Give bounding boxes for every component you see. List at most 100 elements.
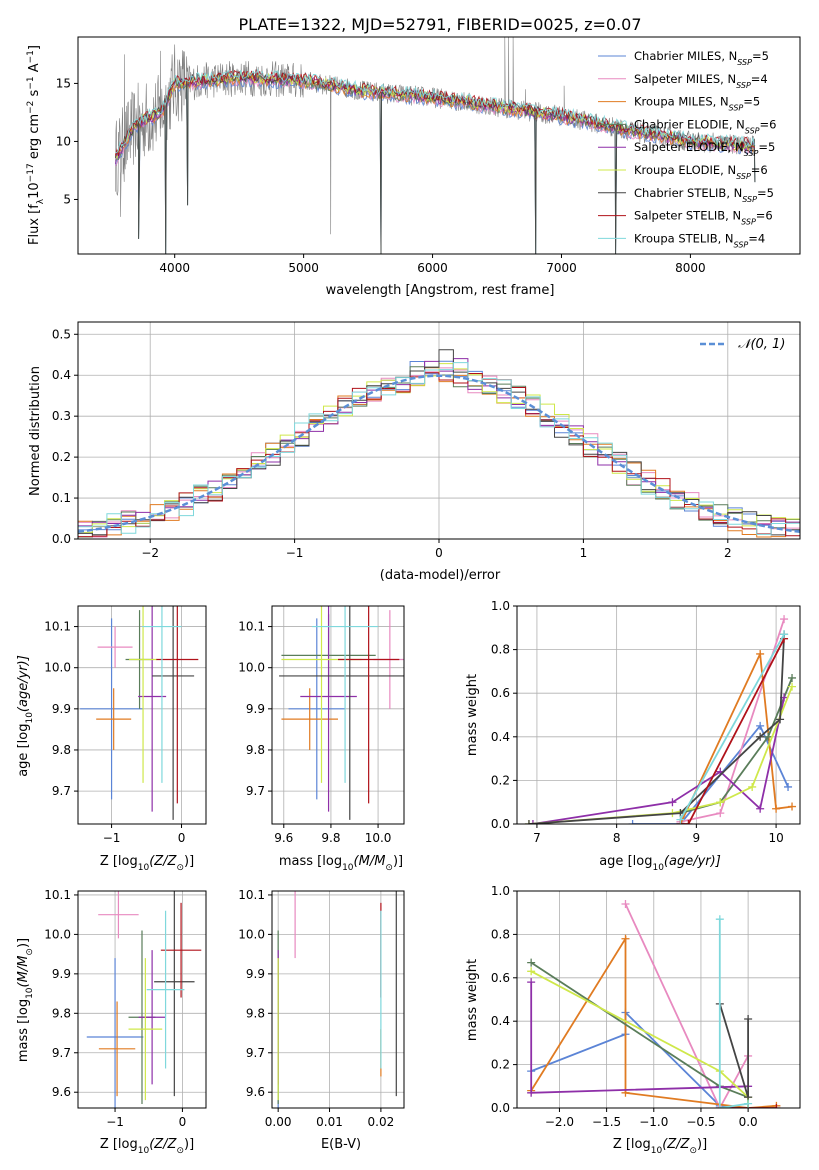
age-metallicity-xlabel: Z [log10(Z/Z⊙)] — [100, 854, 194, 873]
y-tick-label: 0.3 — [52, 409, 71, 423]
plot-area — [80, 606, 199, 820]
mass-weight-marker — [748, 782, 757, 791]
weight-metallicity-xlabel: Z [log10(Z/Z⊙)] — [613, 1137, 707, 1156]
mass-weight-marker — [744, 1099, 753, 1108]
plot-area — [277, 891, 397, 1108]
mass-weight-line — [624, 903, 749, 1108]
y-tick-label: 0.8 — [491, 643, 510, 657]
axes-frame — [271, 890, 405, 1109]
mass-weight-marker — [756, 649, 765, 658]
legend-label: Kroupa STELIB, NSSP=4 — [634, 231, 765, 249]
axes-frame — [271, 605, 405, 825]
panel-age-vs-metallicity: −1 0 9.7 9.8 9.9 10.0 10.1 age [log10(age/yr)]… — [16, 605, 207, 873]
plot-area — [86, 891, 202, 1108]
x-tick-label: −1 — [286, 546, 304, 560]
y-tick-label: 10.1 — [44, 888, 71, 902]
panel-mass-vs-ebv: 0.00 0.01 0.02 9.6 9.7 9.8 9.9 10.0 10.1 E(B-V) — [238, 888, 405, 1152]
x-tick-label: 9.8 — [321, 831, 340, 845]
y-tick-label: 9.6 — [52, 1085, 71, 1099]
residuals-legend: 𝒩(0, 1) — [700, 337, 785, 352]
x-tick-label: 7 — [533, 831, 541, 845]
y-tick-label: 0.0 — [491, 817, 510, 831]
x-tick-label: 5000 — [288, 261, 319, 275]
y-tick-label: 9.7 — [52, 1046, 71, 1060]
x-tick-label: 4000 — [159, 261, 190, 275]
age-mass-xlabel: mass [log10(M/M⊙)] — [279, 854, 403, 873]
mass-weight-marker — [524, 820, 533, 824]
y-tick-label: 1.0 — [491, 884, 510, 898]
x-tick-label: 0.00 — [265, 1115, 292, 1129]
axes-frame — [516, 890, 801, 1109]
axes-frame — [77, 605, 207, 825]
x-tick-label: 8 — [613, 831, 621, 845]
mass-weight-marker — [788, 802, 797, 811]
x-tick-label: 0 — [178, 831, 186, 845]
y-tick-label: 9.7 — [246, 1046, 265, 1060]
mass-metallicity-xlabel: Z [log10(Z/Z⊙)] — [100, 1137, 194, 1156]
y-tick-label: 0.0 — [491, 1101, 510, 1115]
panel-mass-vs-metallicity: −1 0 9.6 9.7 9.8 9.9 10.0 10.1 mass [log10(M/M⊙… — [16, 888, 207, 1156]
y-tick-label: 0.4 — [52, 368, 71, 382]
mass-weight-marker — [628, 820, 637, 824]
mass-weight-marker — [527, 1088, 536, 1097]
residual-histogram — [78, 362, 800, 535]
y-tick-label: 9.9 — [246, 967, 265, 981]
y-tick-label: 0.2 — [491, 773, 510, 787]
mass-weight-marker — [756, 721, 765, 730]
y-tick-label: 10.1 — [238, 888, 265, 902]
x-tick-label: −1.5 — [592, 1115, 621, 1129]
legend-label: Kroupa ELODIE, NSSP=6 — [634, 163, 768, 181]
x-tick-label: 0 — [179, 1115, 187, 1129]
mass-weight-marker — [788, 682, 797, 691]
spectrum-model-line — [115, 68, 755, 153]
mass-weight-marker — [621, 934, 630, 943]
y-tick-label: 10.0 — [238, 927, 265, 941]
mass-weight-marker — [772, 804, 781, 813]
mass-weight-line — [679, 633, 785, 821]
mass-weight-marker — [756, 732, 765, 741]
residual-histogram — [78, 349, 800, 536]
weight-age-xlabel: age [log10(age/yr)] — [599, 854, 721, 873]
mass-weight-marker — [527, 978, 536, 987]
y-tick-label: 0.5 — [52, 327, 71, 341]
y-tick-label: 9.8 — [52, 1006, 71, 1020]
legend-label: Salpeter STELIB, NSSP=6 — [634, 209, 773, 227]
y-tick-label: 0.6 — [491, 971, 510, 985]
x-tick-label: 10 — [768, 831, 783, 845]
legend-label: Salpeter MILES, NSSP=4 — [634, 72, 768, 90]
mass-weight-line — [679, 650, 793, 824]
x-tick-label: 0.02 — [368, 1115, 395, 1129]
x-tick-label: −2 — [141, 546, 159, 560]
y-tick-label: 9.7 — [52, 784, 71, 798]
x-tick-label: −2.0 — [545, 1115, 574, 1129]
x-tick-label: −1.0 — [639, 1115, 668, 1129]
x-tick-label: 1 — [580, 546, 588, 560]
x-tick-label: 0.0 — [739, 1115, 758, 1129]
age-metallicity-ylabel: age [log10(age/yr)] — [16, 655, 35, 777]
spectrum-ylabel: Flux [fλ10−17 erg cm−2 s−1 A−1] — [26, 45, 46, 245]
mass-weight-line — [532, 697, 785, 824]
y-tick-label: 0.4 — [491, 1014, 510, 1028]
mass-weight-marker — [621, 900, 630, 909]
mass-weight-marker — [528, 820, 537, 824]
y-tick-label: 10.0 — [44, 927, 71, 941]
mass-weight-marker — [772, 1104, 781, 1108]
y-tick-label: 1.0 — [491, 599, 510, 613]
mass-metallicity-ylabel: mass [log10(M/M⊙)] — [16, 938, 35, 1062]
mass-weight-marker — [715, 915, 724, 924]
mass-weight-marker — [744, 1015, 753, 1024]
mass-weight-marker — [676, 815, 685, 824]
x-tick-label: 7000 — [546, 261, 577, 275]
mass-weight-marker — [788, 673, 797, 682]
y-tick-label: 0.0 — [52, 532, 71, 546]
mass-ebv-xlabel: E(B-V) — [321, 1137, 361, 1152]
x-tick-label: 9 — [693, 831, 701, 845]
mass-weight-marker — [527, 967, 536, 976]
x-tick-label: −1 — [103, 831, 121, 845]
mass-weight-marker — [716, 798, 725, 807]
legend-label: Chabrier STELIB, NSSP=5 — [634, 186, 774, 204]
mass-weight-marker — [764, 732, 773, 741]
y-tick-label: 9.9 — [246, 702, 265, 716]
y-tick-label: 10.1 — [44, 620, 71, 634]
